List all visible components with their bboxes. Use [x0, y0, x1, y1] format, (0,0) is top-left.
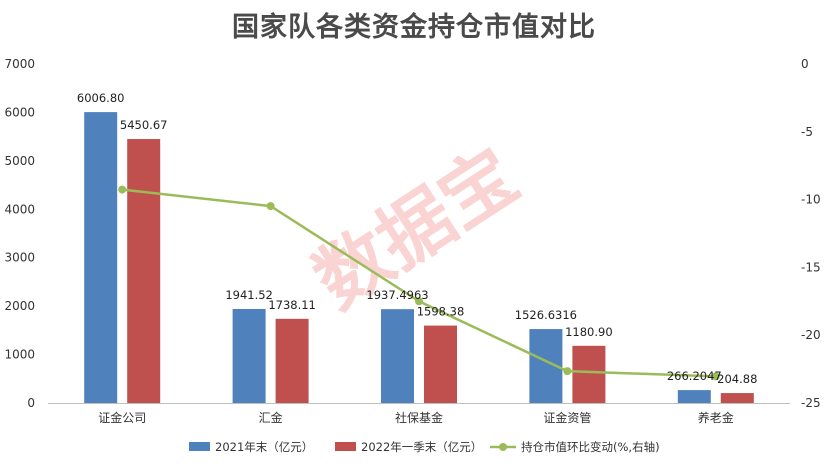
legend-label: 2022年一季末（亿元）	[361, 440, 482, 454]
bar-series-1	[232, 308, 266, 403]
line-point	[563, 367, 572, 376]
right-axis-tick-label: -5	[801, 125, 813, 139]
data-label: 266.2047	[667, 369, 722, 383]
bar-series-2	[720, 393, 754, 403]
data-label: 5450.67	[120, 118, 168, 132]
category-label: 养老金	[698, 410, 734, 425]
data-label: 1526.6316	[515, 308, 577, 322]
left-axis-tick-label: 7000	[4, 57, 35, 71]
legend-swatch	[335, 442, 356, 451]
line-point	[266, 202, 275, 211]
left-axis-tick-label: 3000	[4, 251, 35, 265]
category-axis: 证金公司 汇金 社保基金 证金资管 养老金	[48, 403, 790, 425]
category-label: 证金资管	[543, 410, 591, 425]
bar-series-1	[381, 309, 414, 403]
right-axis-tick-label: 0	[801, 57, 809, 71]
left-axis-tick-label: 0	[27, 396, 35, 410]
right-y-axis: 0 -5 -10 -15 -20 -25	[801, 57, 821, 410]
left-axis-tick-label: 1000	[4, 348, 35, 362]
bars-layer	[84, 112, 754, 404]
line-series-layer	[118, 185, 720, 381]
legend-label: 2021年末（亿元）	[215, 440, 313, 454]
category-label: 汇金	[259, 410, 283, 425]
line-point	[415, 297, 423, 306]
legend-marker	[499, 443, 507, 451]
line-point	[711, 372, 720, 381]
data-label: 1937.4963	[366, 288, 428, 302]
left-axis-tick-label: 2000	[4, 299, 35, 313]
bar-series-2	[572, 345, 606, 403]
right-axis-tick-label: -10	[801, 193, 821, 207]
legend-label: 持仓市值环比变动(%,右轴)	[521, 440, 660, 454]
left-axis-tick-label: 4000	[4, 202, 35, 216]
data-label: 1180.90	[565, 325, 613, 339]
bar-series-2	[275, 318, 309, 403]
bar-series-1	[84, 112, 118, 404]
data-label: 204.88	[717, 372, 757, 386]
legend: 2021年末（亿元） 2022年一季末（亿元） 持仓市值环比变动(%,右轴)	[189, 440, 660, 454]
category-label: 证金公司	[98, 410, 146, 425]
right-axis-tick-label: -15	[801, 260, 821, 274]
right-axis-tick-label: -25	[801, 396, 821, 410]
left-axis-tick-label: 5000	[4, 154, 35, 168]
bar-series-2	[127, 139, 161, 403]
bar-series-2	[424, 325, 457, 403]
legend-swatch	[189, 442, 210, 451]
right-axis-tick-label: -20	[801, 328, 821, 342]
data-label: 6006.80	[77, 91, 125, 105]
left-axis-tick-label: 6000	[4, 105, 35, 119]
data-label: 1738.11	[268, 298, 316, 312]
category-label: 社保基金	[395, 410, 443, 425]
chart-title: 国家队各类资金持仓市值对比	[232, 11, 596, 43]
left-y-axis: 0 1000 2000 3000 4000 5000 6000 7000	[4, 57, 35, 410]
line-point	[118, 185, 127, 194]
data-label: 1598.38	[417, 305, 465, 319]
data-label: 1941.52	[225, 288, 273, 302]
bar-series-1	[677, 390, 711, 403]
